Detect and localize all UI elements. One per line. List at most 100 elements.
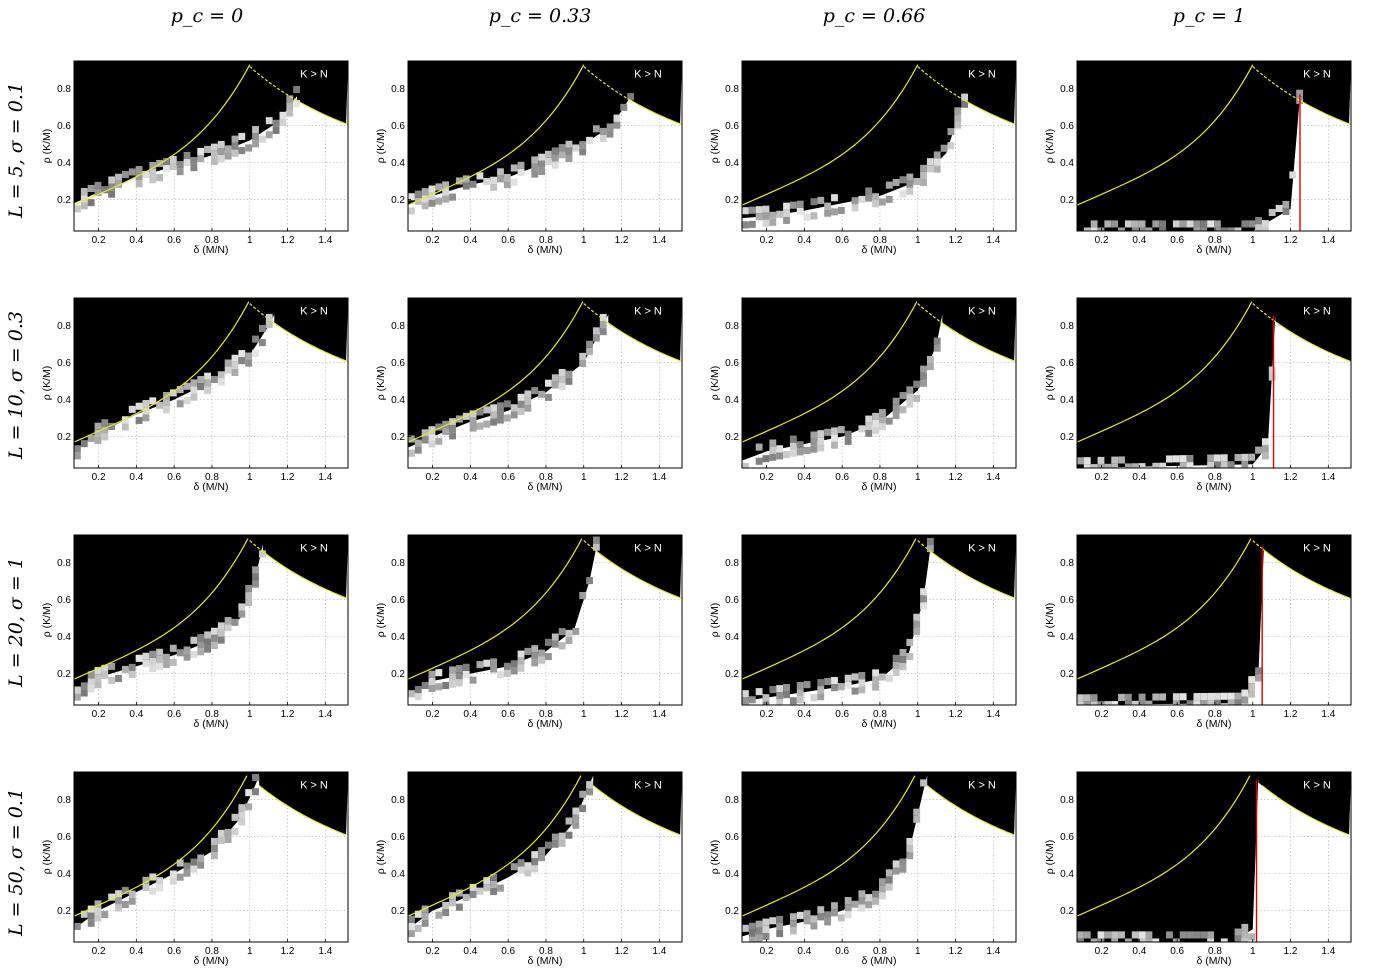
- transition-cell: [455, 903, 463, 911]
- transition-cell: [872, 193, 879, 201]
- y-axis-label: ρ (K/M): [375, 603, 387, 638]
- transition-cell: [1248, 683, 1256, 691]
- transition-cell: [742, 221, 749, 229]
- transition-cell: [545, 157, 552, 165]
- panel-plot-area: K > N: [1077, 535, 1351, 705]
- panel-plot-area: K > N: [742, 535, 1016, 705]
- transition-cell: [169, 870, 177, 878]
- transition-cell: [428, 426, 436, 434]
- x-tick-label: 0.2: [1095, 235, 1109, 246]
- transition-cell: [449, 680, 456, 688]
- x-tick-label: 1.4: [318, 472, 332, 483]
- transition-cell: [449, 666, 456, 674]
- transition-cell: [783, 451, 790, 459]
- transition-cell: [762, 701, 770, 705]
- x-axis-label: δ (M/N): [861, 718, 896, 730]
- x-tick-label: 1.2: [615, 709, 629, 720]
- transition-cell: [1172, 938, 1180, 942]
- x-tick-label: 1.2: [1284, 235, 1298, 246]
- transition-cell: [913, 627, 921, 635]
- transition-cell: [490, 658, 498, 666]
- panel-frame: [73, 297, 349, 469]
- transition-cell: [231, 142, 239, 150]
- transition-cell: [762, 925, 770, 933]
- transition-cell: [1186, 931, 1194, 939]
- transition-cell: [551, 374, 559, 382]
- transition-cell: [831, 902, 838, 910]
- y-tick-label: 0.2: [725, 195, 739, 206]
- column-title-2: p_c = 0.66: [823, 5, 926, 27]
- region-label: K > N: [300, 543, 328, 555]
- transition-cell: [872, 427, 879, 435]
- theory-curve: [74, 301, 250, 443]
- x-tick-label: 0.6: [1170, 946, 1184, 957]
- transition-cell: [844, 681, 852, 689]
- transition-cell: [490, 411, 498, 419]
- transition-cell: [858, 686, 866, 694]
- transition-cell: [217, 829, 225, 837]
- transition-cell: [414, 446, 422, 454]
- transition-cell: [279, 111, 287, 119]
- y-tick-label: 0.4: [725, 869, 739, 880]
- transition-cell: [74, 922, 81, 931]
- transition-cell: [1090, 464, 1098, 468]
- transition-cell: [510, 411, 518, 419]
- transition-cell: [455, 679, 463, 687]
- transition-cell: [1138, 938, 1146, 942]
- transition-cell: [197, 147, 205, 155]
- transition-cell: [231, 149, 239, 157]
- x-tick-label: 0.6: [167, 472, 181, 483]
- transition-cell: [1172, 220, 1180, 228]
- transition-cell: [913, 620, 921, 628]
- y-tick-label: 0.8: [391, 321, 405, 332]
- transition-cell: [892, 411, 900, 419]
- transition-cell: [231, 618, 239, 626]
- x-tick-label: 1: [581, 235, 587, 246]
- transition-cell: [531, 652, 539, 660]
- transition-cell: [885, 876, 893, 884]
- x-tick-label: 0.4: [129, 946, 143, 957]
- transition-cell: [538, 167, 545, 175]
- transition-cell: [156, 662, 164, 670]
- transition-cell: [796, 911, 804, 919]
- transition-cell: [428, 433, 436, 441]
- transition-cell: [428, 185, 436, 193]
- transition-cell: [551, 161, 559, 169]
- transition-cell: [483, 420, 491, 428]
- transition-cell: [497, 409, 504, 417]
- transition-cell: [135, 402, 143, 410]
- transition-cell: [442, 420, 450, 428]
- transition-cell: [524, 647, 532, 655]
- transition-cell: [1077, 694, 1084, 702]
- kn-boundary: [606, 321, 682, 363]
- transition-cell: [742, 207, 749, 215]
- transition-cell: [1261, 445, 1269, 453]
- panel-r0-c1: K > N0.2 0.4 0.6 0.8 1 1.2 1.40.20.40.60.8δ (M…: [375, 60, 683, 256]
- panel-r1-c2: K > N0.2 0.4 0.6 0.8 1 1.2 1.40.20.40.60.8δ (M…: [709, 297, 1017, 493]
- transition-cell: [892, 860, 900, 868]
- panel-plot-area: K > N: [742, 61, 1016, 231]
- y-tick-label: 0.4: [1060, 869, 1074, 880]
- transition-cell: [1193, 693, 1201, 701]
- transition-cell: [906, 653, 914, 661]
- transition-cell: [1268, 373, 1276, 381]
- kn-boundary-dashed: [1252, 303, 1272, 320]
- transition-cell: [483, 406, 491, 414]
- transition-cell: [940, 144, 948, 152]
- transition-cell: [565, 140, 573, 148]
- panel-plot-area: K > N: [74, 298, 348, 468]
- transition-cell: [449, 193, 456, 201]
- transition-cell: [265, 313, 273, 322]
- transition-cell: [885, 674, 893, 682]
- transition-cell: [1111, 938, 1119, 942]
- transition-cell: [961, 100, 969, 108]
- y-tick-label: 0.6: [57, 358, 71, 369]
- theory-curve: [74, 538, 249, 680]
- transition-cell: [497, 168, 504, 176]
- transition-cell: [831, 194, 838, 202]
- transition-cell: [906, 837, 914, 846]
- region-label: K > N: [1303, 306, 1331, 318]
- x-tick-label: 1: [915, 235, 921, 246]
- transition-cell: [94, 900, 102, 908]
- transition-cell: [1241, 220, 1249, 228]
